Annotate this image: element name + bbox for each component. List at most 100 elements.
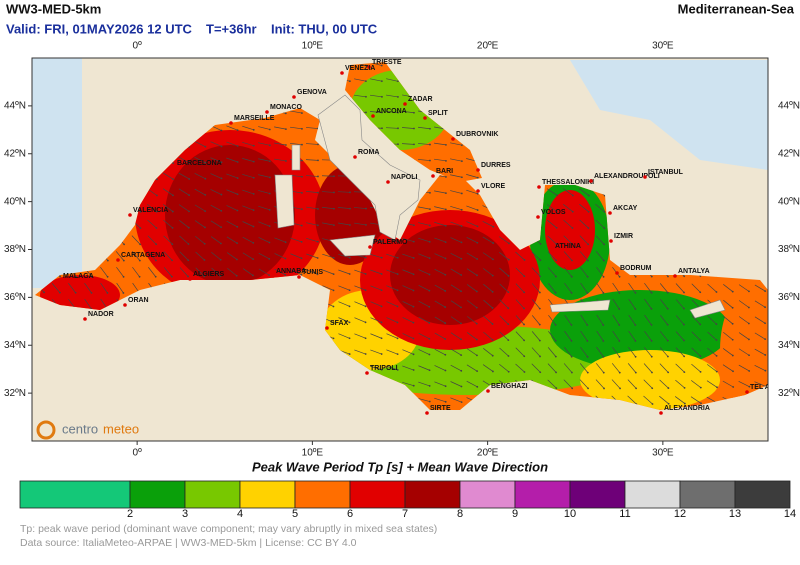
direction-arrow bbox=[274, 268, 286, 276]
direction-arrow-head bbox=[764, 354, 767, 356]
direction-arrow-head bbox=[412, 337, 415, 340]
direction-arrow bbox=[580, 330, 588, 342]
direction-arrow-head bbox=[412, 273, 415, 276]
direction-arrow bbox=[417, 143, 431, 145]
direction-arrow-head bbox=[586, 275, 589, 278]
direction-arrow-head bbox=[571, 243, 574, 246]
direction-arrow-head bbox=[396, 368, 399, 371]
colorbar-tick-label: 11 bbox=[619, 508, 630, 520]
direction-arrow-head bbox=[349, 191, 351, 194]
direction-arrow bbox=[722, 348, 734, 356]
direction-arrow bbox=[321, 191, 335, 193]
direction-arrow bbox=[306, 238, 318, 242]
direction-arrow bbox=[450, 300, 462, 308]
direction-arrow bbox=[531, 251, 541, 261]
direction-arrow bbox=[580, 314, 588, 326]
direction-arrow bbox=[242, 205, 254, 211]
direction-arrow bbox=[163, 235, 173, 245]
direction-arrow-head bbox=[381, 111, 383, 114]
direction-arrow bbox=[564, 330, 572, 342]
direction-arrow-head bbox=[380, 305, 383, 308]
direction-arrow bbox=[402, 238, 414, 242]
direction-arrow bbox=[499, 315, 509, 325]
direction-arrow-head bbox=[586, 324, 589, 326]
direction-arrow-head bbox=[252, 241, 255, 244]
direction-arrow bbox=[659, 379, 669, 389]
direction-arrow bbox=[466, 252, 478, 260]
city-label: MARSEILLE bbox=[234, 115, 275, 122]
direction-arrow bbox=[386, 285, 398, 291]
direction-arrow bbox=[723, 332, 733, 340]
direction-arrow-head bbox=[618, 355, 621, 358]
direction-arrow bbox=[370, 301, 382, 307]
direction-arrow-head bbox=[380, 64, 383, 67]
direction-arrow-head bbox=[203, 275, 206, 278]
direction-arrow-head bbox=[523, 259, 526, 261]
colorbar-tick-label: 4 bbox=[237, 508, 243, 520]
direction-arrow-head bbox=[571, 371, 573, 374]
direction-arrow bbox=[434, 316, 446, 324]
colorbar-tick-label: 13 bbox=[729, 508, 741, 520]
colorbar-segment bbox=[129, 480, 186, 509]
direction-arrow bbox=[116, 282, 124, 294]
direction-arrow bbox=[466, 380, 478, 388]
colorbar-segment bbox=[569, 480, 626, 509]
direction-arrow-head bbox=[634, 355, 637, 358]
direction-arrow-head bbox=[236, 161, 239, 163]
direction-arrow bbox=[418, 300, 430, 308]
lat-label: 38ºN bbox=[778, 244, 800, 255]
direction-arrow-head bbox=[412, 289, 415, 292]
direction-arrow bbox=[370, 349, 382, 355]
direction-arrow-head bbox=[635, 387, 638, 390]
direction-arrow bbox=[385, 111, 399, 113]
direction-arrow-head bbox=[364, 256, 367, 259]
direction-arrow-head bbox=[396, 273, 399, 275]
direction-arrow bbox=[354, 78, 366, 82]
direction-arrow-head bbox=[460, 144, 463, 147]
direction-arrow-head bbox=[554, 339, 557, 342]
direction-arrow-head bbox=[364, 80, 367, 83]
direction-arrow-head bbox=[460, 257, 463, 260]
direction-arrow bbox=[531, 363, 541, 373]
logo-text: centro bbox=[62, 421, 98, 436]
direction-arrow-head bbox=[570, 275, 573, 278]
direction-arrow-head bbox=[380, 353, 383, 355]
direction-arrow-head bbox=[460, 290, 462, 293]
colorbar-segment bbox=[404, 480, 461, 509]
direction-arrow-head bbox=[348, 80, 351, 83]
colorbar-tick-label: 14 bbox=[784, 508, 796, 520]
direction-arrow bbox=[354, 301, 366, 307]
direction-arrow bbox=[627, 395, 637, 405]
direction-arrow-head bbox=[618, 340, 621, 342]
direction-arrow bbox=[226, 220, 238, 228]
lat-label: 42ºN bbox=[778, 148, 800, 159]
direction-arrow bbox=[290, 110, 302, 114]
lat-label: 40ºN bbox=[778, 196, 800, 207]
direction-arrow-head bbox=[428, 385, 431, 387]
direction-arrow-head bbox=[301, 143, 303, 146]
direction-arrow bbox=[258, 205, 270, 211]
lat-label: 34ºN bbox=[778, 340, 800, 351]
direction-arrow bbox=[498, 236, 510, 244]
direction-arrow-head bbox=[268, 176, 271, 179]
direction-arrow-head bbox=[554, 275, 557, 278]
direction-arrow-head bbox=[123, 243, 126, 246]
direction-arrow-head bbox=[491, 354, 494, 357]
direction-arrow-head bbox=[651, 371, 653, 374]
direction-arrow bbox=[418, 237, 430, 243]
direction-arrow bbox=[434, 332, 446, 340]
direction-arrow-head bbox=[252, 225, 255, 228]
direction-arrow bbox=[482, 364, 494, 372]
direction-arrow bbox=[612, 282, 620, 294]
direction-arrow-head bbox=[43, 291, 45, 294]
direction-arrow bbox=[242, 236, 254, 244]
direction-arrow-head bbox=[428, 400, 431, 403]
direction-arrow bbox=[754, 348, 766, 356]
direction-arrow-head bbox=[172, 194, 174, 197]
direction-arrow-head bbox=[602, 292, 605, 294]
direction-arrow-head bbox=[301, 127, 303, 130]
direction-arrow-head bbox=[316, 273, 319, 276]
direction-arrow bbox=[370, 269, 382, 275]
direction-arrow bbox=[227, 267, 237, 277]
direction-arrow bbox=[178, 204, 190, 212]
